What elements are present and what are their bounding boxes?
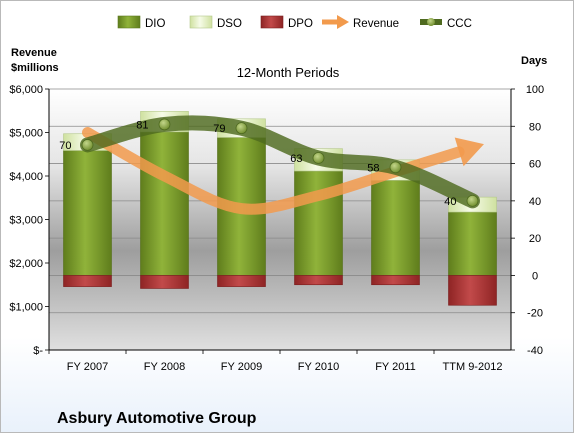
x-tick-label: FY 2011 [375,361,416,373]
right-tick-label: 100 [526,84,544,96]
ccc-data-label: 70 [59,140,71,152]
ccc-point [312,152,325,164]
legend-label-dio: DIO [145,18,166,30]
right-tick-label: 20 [529,233,541,245]
x-tick-label: FY 2009 [221,361,262,373]
x-tick-label: TTM 9-2012 [443,361,503,373]
legend-label-revenue: Revenue [353,18,399,30]
legend-swatch-ccc [420,18,442,26]
right-axis-title: Days [521,55,547,67]
legend-swatch-dpo [260,15,284,29]
right-tick-label: 0 [532,270,538,282]
right-tick-label: 80 [529,121,541,133]
legend-label-dpo: DPO [288,18,313,30]
left-axis-title-line1: Revenue [11,47,57,59]
legend: DIO DSO DPO Revenue CCC [117,15,472,30]
bar-dio [448,211,497,276]
right-tick-label: -40 [527,345,543,357]
x-tick-label: FY 2010 [298,361,339,373]
bar-dio [140,131,189,276]
bar-dpo [63,275,112,287]
legend-swatch-dio [117,15,141,29]
legend-swatch-revenue [322,15,349,29]
bar-dpo [371,275,420,286]
left-tick-label: $4,000 [9,171,43,183]
left-tick-label: $5,000 [9,128,43,140]
legend-label-dso: DSO [217,18,242,30]
ccc-point [389,161,402,174]
bar-dpo [294,275,343,286]
right-tick-label: 40 [529,196,541,208]
left-tick-label: $3,000 [9,215,43,227]
bar-dpo [140,275,189,289]
legend-swatch-dso [189,15,213,29]
left-axis-title-line2: $millions [11,62,59,74]
ccc-data-label: 63 [290,153,302,165]
ccc-data-label: 79 [213,123,225,135]
ccc-point [81,139,94,151]
left-tick-label: $6,000 [9,84,43,96]
legend-label-ccc: CCC [447,18,472,30]
company-name: Asbury Automotive Group [57,410,257,427]
left-tick-label: $2,000 [9,258,43,270]
x-tick-label: FY 2008 [144,361,185,373]
bar-dpo [448,275,497,306]
ccc-point [235,122,248,135]
revenue-arrowhead [454,137,484,167]
right-tick-label: -20 [527,308,543,320]
x-tick-label: FY 2007 [67,361,108,373]
chart-subtitle: 12-Month Periods [237,65,340,80]
ccc-data-label: 40 [444,196,456,208]
left-tick-label: $1,000 [9,302,43,314]
ccc-point [466,194,479,207]
ccc-data-label: 58 [367,162,379,174]
ccc-point [158,118,171,131]
ccc-data-label: 81 [136,119,148,131]
right-tick-label: 60 [529,159,541,171]
left-tick-label: $- [33,345,43,357]
bar-dio [63,150,112,276]
bar-dio [371,180,420,276]
bar-dpo [217,275,266,287]
